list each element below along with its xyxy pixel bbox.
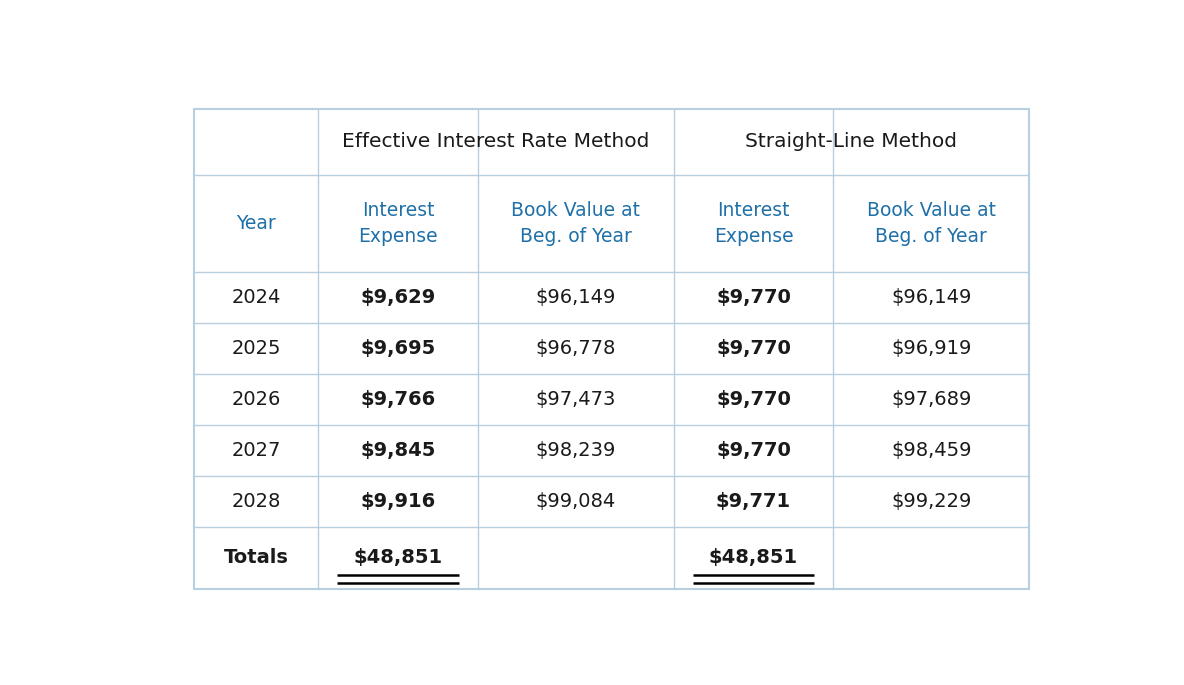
Text: $98,239: $98,239 [535, 441, 616, 460]
Text: $9,695: $9,695 [361, 339, 436, 358]
Text: $9,770: $9,770 [716, 441, 791, 460]
Text: $97,689: $97,689 [892, 390, 971, 409]
Text: $99,084: $99,084 [535, 493, 616, 511]
Text: $96,778: $96,778 [535, 339, 616, 358]
Text: $9,629: $9,629 [361, 288, 436, 307]
Text: $48,851: $48,851 [354, 549, 443, 567]
Text: Totals: Totals [224, 549, 289, 567]
Text: Year: Year [236, 214, 276, 233]
Text: $98,459: $98,459 [890, 441, 971, 460]
Text: $9,770: $9,770 [716, 288, 791, 307]
Text: $96,149: $96,149 [535, 288, 616, 307]
Text: $9,770: $9,770 [716, 390, 791, 409]
Text: $96,919: $96,919 [892, 339, 971, 358]
Text: $48,851: $48,851 [709, 549, 798, 567]
Text: Effective Interest Rate Method: Effective Interest Rate Method [342, 132, 650, 151]
Text: $9,771: $9,771 [716, 493, 791, 511]
Text: $97,473: $97,473 [535, 390, 616, 409]
Text: $9,916: $9,916 [361, 493, 436, 511]
Text: $96,149: $96,149 [892, 288, 971, 307]
Text: Interest
Expense: Interest Expense [714, 201, 793, 246]
Text: $99,229: $99,229 [892, 493, 971, 511]
Text: 2027: 2027 [231, 441, 281, 460]
Text: Interest
Expense: Interest Expense [359, 201, 438, 246]
Text: Book Value at
Beg. of Year: Book Value at Beg. of Year [511, 201, 641, 246]
Text: $9,766: $9,766 [361, 390, 436, 409]
Text: 2028: 2028 [231, 493, 281, 511]
Text: $9,845: $9,845 [360, 441, 436, 460]
Text: $9,770: $9,770 [716, 339, 791, 358]
Text: 2026: 2026 [231, 390, 281, 409]
Text: Straight-Line Method: Straight-Line Method [745, 132, 957, 151]
Text: 2024: 2024 [231, 288, 281, 307]
Text: 2025: 2025 [231, 339, 281, 358]
Text: Book Value at
Beg. of Year: Book Value at Beg. of Year [867, 201, 996, 246]
